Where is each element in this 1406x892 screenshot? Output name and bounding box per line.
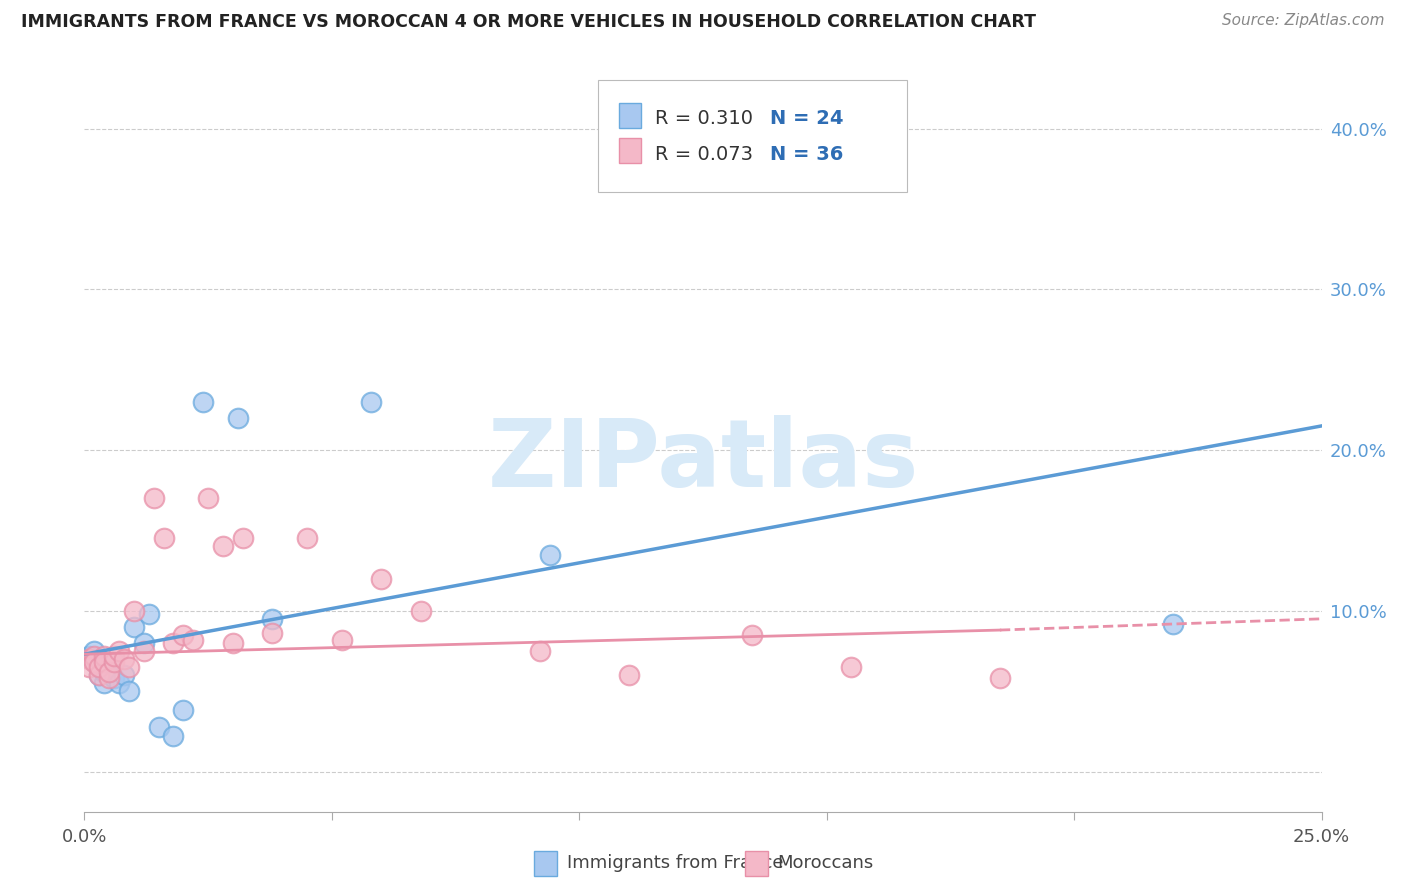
Point [103,671,125,685]
Point [93,676,115,690]
Point [108,644,131,658]
Point [1161,616,1184,631]
Point [409,604,432,618]
Point [89,660,111,674]
Point [172,703,194,717]
Point [162,729,184,743]
Point [98,660,121,674]
Point [226,410,249,425]
Text: Source: ZipAtlas.com: Source: ZipAtlas.com [1222,13,1385,29]
Point [112,652,135,666]
Point [103,655,125,669]
Point [103,648,125,663]
Point [222,636,245,650]
Point [538,548,561,562]
Text: N = 36: N = 36 [770,145,844,164]
Point [262,612,284,626]
Text: ZIPatlas: ZIPatlas [488,415,918,507]
Text: IMMIGRANTS FROM FRANCE VS MOROCCAN 4 OR MORE VEHICLES IN HOUSEHOLD CORRELATION C: IMMIGRANTS FROM FRANCE VS MOROCCAN 4 OR … [21,13,1036,31]
Point [148,719,170,733]
Text: Immigrants from France: Immigrants from France [567,855,783,872]
Point [132,644,155,658]
Text: N = 24: N = 24 [770,109,844,128]
Point [93,655,115,669]
Point [83,644,105,658]
Point [360,394,382,409]
Point [93,665,115,679]
Point [79,660,101,674]
Point [232,532,254,546]
Point [152,532,174,546]
Point [132,636,155,650]
Text: R = 0.073: R = 0.073 [655,145,754,164]
Point [83,655,105,669]
Point [98,671,121,685]
Point [83,655,105,669]
Point [295,532,318,546]
Point [162,636,184,650]
Point [108,676,131,690]
Point [172,628,194,642]
Point [122,620,145,634]
Point [93,648,115,663]
Point [89,668,111,682]
Point [79,648,101,663]
Text: Moroccans: Moroccans [778,855,873,872]
Point [330,632,353,647]
Point [83,648,105,663]
Point [370,572,392,586]
Point [741,628,763,642]
Point [112,668,135,682]
Point [617,668,640,682]
Point [212,540,235,554]
Point [841,660,863,674]
Point [142,491,165,506]
Point [98,665,121,679]
Point [89,668,111,682]
Point [262,626,284,640]
Point [89,660,111,674]
Text: R = 0.310: R = 0.310 [655,109,754,128]
Point [988,671,1011,685]
Point [122,604,145,618]
Point [118,684,141,698]
Point [529,644,551,658]
Point [118,660,141,674]
Point [191,394,214,409]
Point [79,652,101,666]
Point [181,632,204,647]
Point [197,491,219,506]
Point [138,607,160,621]
